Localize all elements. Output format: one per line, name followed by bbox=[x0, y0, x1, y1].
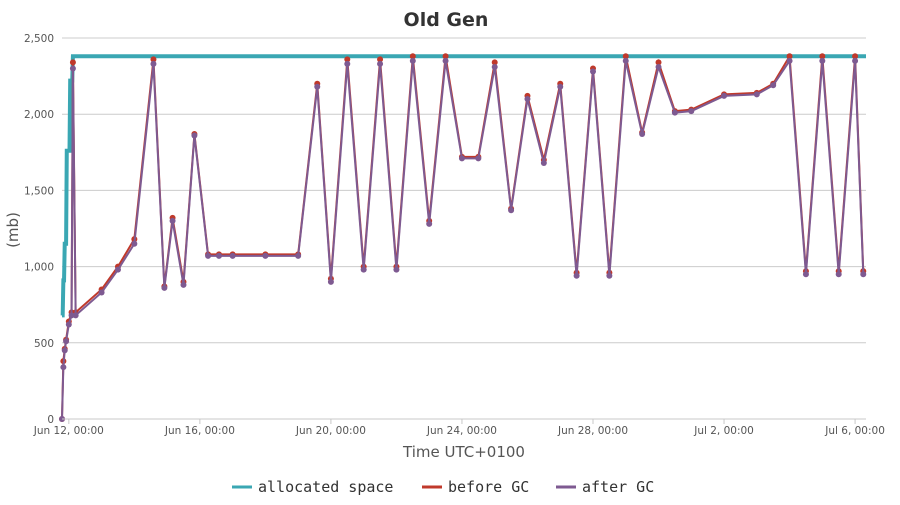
data-point bbox=[65, 321, 72, 328]
data-point bbox=[169, 217, 176, 224]
data-point bbox=[215, 252, 222, 259]
x-tick-label: Jul 6, 00:00 bbox=[824, 425, 885, 437]
y-axis-title: (mb) bbox=[4, 212, 22, 248]
data-point bbox=[344, 60, 351, 67]
data-point bbox=[426, 220, 433, 227]
data-point bbox=[835, 271, 842, 278]
legend-label: after GC bbox=[582, 478, 654, 496]
data-point bbox=[802, 271, 809, 278]
data-point bbox=[98, 289, 105, 296]
data-point bbox=[819, 57, 826, 64]
data-point bbox=[655, 63, 662, 70]
data-point bbox=[442, 57, 449, 64]
data-point bbox=[360, 266, 367, 273]
data-point bbox=[622, 57, 629, 64]
y-tick-label: 1,500 bbox=[24, 185, 54, 197]
chart-title: Old Gen bbox=[404, 9, 489, 31]
data-point bbox=[409, 57, 416, 64]
data-point bbox=[61, 347, 68, 354]
data-point bbox=[639, 131, 646, 138]
legend: allocated space before GC after GC bbox=[232, 478, 654, 496]
y-tick-label: 0 bbox=[47, 414, 54, 426]
data-point bbox=[852, 53, 859, 60]
data-point bbox=[573, 272, 580, 279]
data-point bbox=[60, 364, 67, 371]
y-tick-label: 1,000 bbox=[24, 262, 54, 274]
data-point bbox=[860, 271, 867, 278]
data-point bbox=[262, 252, 269, 259]
x-tick-label: Jun 24, 00:00 bbox=[426, 425, 497, 437]
plot-series bbox=[59, 53, 867, 422]
data-point bbox=[150, 60, 157, 67]
series-after-GC bbox=[59, 57, 867, 422]
legend-label: before GC bbox=[448, 478, 529, 496]
data-point bbox=[458, 155, 465, 162]
x-axis-ticks: Jun 12, 00:00 Jun 16, 00:00 Jun 20, 00:00 J… bbox=[33, 419, 885, 437]
data-point bbox=[491, 59, 498, 66]
series-allocated-space bbox=[60, 54, 866, 318]
data-point bbox=[409, 53, 416, 60]
series-line bbox=[61, 57, 865, 420]
data-point bbox=[819, 53, 826, 60]
data-point bbox=[72, 312, 79, 319]
data-point bbox=[114, 266, 121, 273]
data-point bbox=[852, 57, 859, 64]
data-point bbox=[655, 59, 662, 66]
x-tick-label: Jun 20, 00:00 bbox=[295, 425, 366, 437]
data-point bbox=[69, 59, 76, 66]
data-point bbox=[557, 83, 564, 90]
data-point bbox=[688, 108, 695, 115]
data-point bbox=[393, 266, 400, 273]
data-point bbox=[344, 56, 351, 63]
x-tick-label: Jul 2, 00:00 bbox=[693, 425, 754, 437]
data-point bbox=[475, 155, 482, 162]
data-point bbox=[753, 91, 760, 98]
data-point bbox=[721, 92, 728, 99]
y-tick-label: 500 bbox=[34, 338, 54, 350]
y-axis-ticks: 0 500 1,000 1,500 2,000 2,500 bbox=[24, 33, 54, 426]
data-point bbox=[770, 82, 777, 89]
data-point bbox=[786, 57, 793, 64]
data-point bbox=[589, 68, 596, 75]
data-point bbox=[63, 338, 70, 345]
data-point bbox=[180, 281, 187, 288]
data-point bbox=[540, 159, 547, 166]
x-axis-title: Time UTC+0100 bbox=[402, 443, 525, 461]
data-point bbox=[314, 83, 321, 90]
data-point bbox=[671, 109, 678, 116]
data-point bbox=[150, 56, 157, 63]
x-tick-label: Jun 28, 00:00 bbox=[557, 425, 628, 437]
x-tick-label: Jun 16, 00:00 bbox=[164, 425, 235, 437]
data-point bbox=[131, 240, 138, 247]
data-point bbox=[191, 132, 198, 139]
y-tick-label: 2,000 bbox=[24, 109, 54, 121]
data-point bbox=[229, 252, 236, 259]
data-point bbox=[69, 65, 76, 72]
data-point bbox=[786, 53, 793, 60]
data-point bbox=[508, 207, 515, 214]
data-point bbox=[524, 95, 531, 102]
data-point bbox=[442, 53, 449, 60]
data-point bbox=[295, 252, 302, 259]
data-point bbox=[161, 284, 168, 291]
data-point bbox=[205, 252, 212, 259]
x-tick-label: Jun 12, 00:00 bbox=[33, 425, 104, 437]
series-line bbox=[60, 54, 866, 318]
data-point bbox=[491, 63, 498, 70]
y-tick-label: 2,500 bbox=[24, 33, 54, 45]
data-point bbox=[377, 60, 384, 67]
data-point bbox=[622, 53, 629, 60]
data-point bbox=[606, 272, 613, 279]
legend-label: allocated space bbox=[258, 478, 393, 496]
data-point bbox=[327, 278, 334, 285]
data-point bbox=[377, 56, 384, 63]
series-before-GC bbox=[59, 53, 867, 422]
series-line bbox=[61, 53, 865, 420]
